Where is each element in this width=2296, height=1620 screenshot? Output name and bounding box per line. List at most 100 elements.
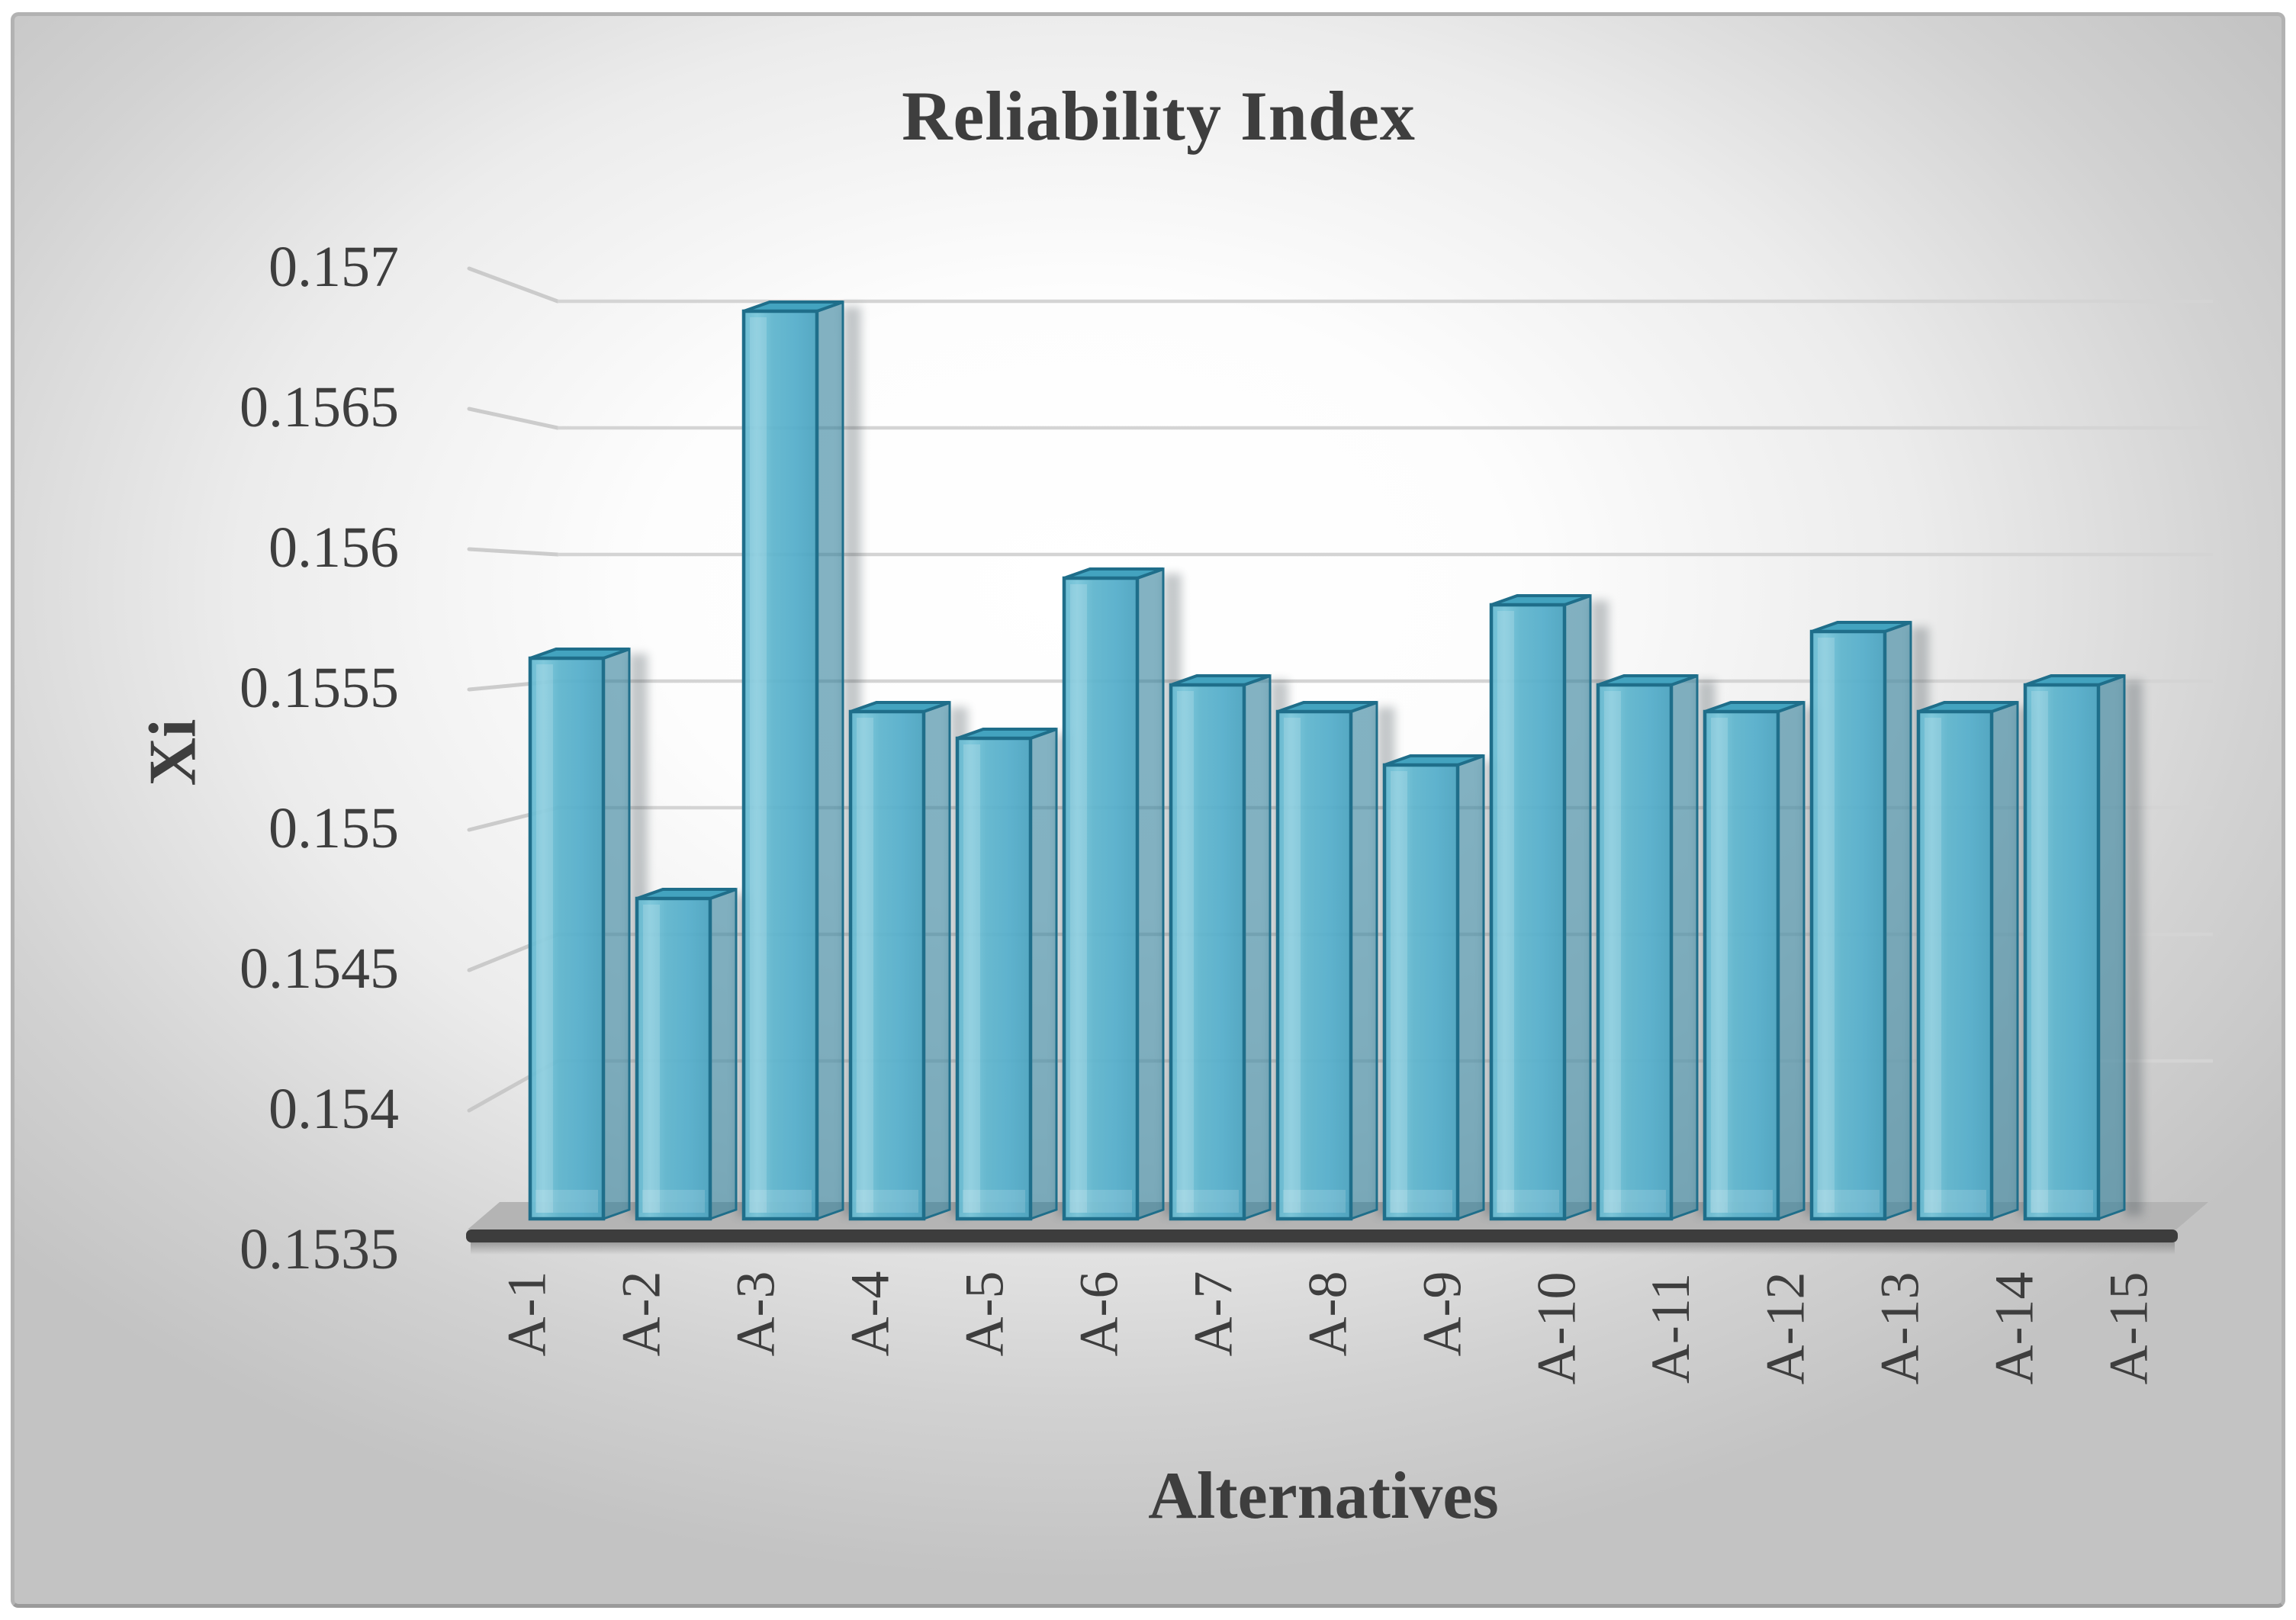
bar-highlight xyxy=(1070,584,1087,1213)
gridline-bend xyxy=(467,407,560,430)
bar-front-face xyxy=(1916,709,1994,1221)
bar-highlight xyxy=(1925,718,1941,1213)
x-category-label-text: A-2 xyxy=(610,1271,672,1356)
bar-bottom-bevel xyxy=(1176,1190,1239,1213)
bar-highlight xyxy=(1818,638,1835,1213)
bar-front-face xyxy=(635,896,712,1221)
bar-front-face xyxy=(2023,683,2101,1221)
bar-side-face xyxy=(1349,700,1378,1221)
x-category-label: A-4 xyxy=(832,1262,908,1364)
y-tick-label: 0.1565 xyxy=(240,375,399,439)
bar-front-face xyxy=(1062,576,1140,1221)
x-category-label-text: A-13 xyxy=(1869,1271,1931,1384)
bar-side-face xyxy=(1883,620,1912,1221)
x-category-label-text: A-12 xyxy=(1754,1271,1816,1384)
bar-side-face xyxy=(1777,700,1806,1221)
y-tick-label: 0.1535 xyxy=(240,1217,399,1281)
gridline-bend xyxy=(467,547,560,557)
y-tick-label: 0.157 xyxy=(269,235,399,299)
x-category-label: A-12 xyxy=(1748,1262,1824,1393)
bar-bottom-bevel xyxy=(749,1190,812,1213)
x-category-label: A-7 xyxy=(1175,1262,1252,1364)
bar-bottom-bevel xyxy=(856,1190,918,1213)
bar-front-face xyxy=(1809,629,1887,1221)
x-category-label: A-8 xyxy=(1290,1262,1366,1364)
bar-A-13 xyxy=(1809,620,1929,1221)
bar-side-face xyxy=(1563,593,1592,1221)
bar-bottom-bevel xyxy=(535,1190,598,1213)
x-category-label-text: A-5 xyxy=(953,1271,1015,1356)
bar-bottom-bevel xyxy=(1603,1190,1666,1213)
x-category-label: A-9 xyxy=(1404,1262,1481,1364)
bar-bottom-bevel xyxy=(2031,1190,2093,1213)
bar-A-5 xyxy=(955,727,1075,1221)
bar-A-10 xyxy=(1489,593,1609,1221)
bar-bottom-bevel xyxy=(1069,1190,1132,1213)
x-category-label-text: A-4 xyxy=(839,1271,901,1356)
bar-A-6 xyxy=(1062,567,1182,1221)
y-tick-label: 0.156 xyxy=(269,516,399,580)
x-category-label: A-1 xyxy=(489,1262,565,1364)
x-category-label-text: A-6 xyxy=(1068,1271,1130,1356)
bar-A-8 xyxy=(1275,700,1395,1221)
bar-highlight xyxy=(963,744,980,1213)
bar-A-3 xyxy=(741,300,861,1221)
bar-A-4 xyxy=(848,700,968,1221)
bar-highlight xyxy=(857,718,873,1213)
x-category-label: A-15 xyxy=(2091,1262,2167,1393)
y-tick-label: 0.1555 xyxy=(240,656,399,720)
bar-side-face xyxy=(922,700,951,1221)
bars-series xyxy=(528,300,2143,1221)
y-tick-label: 0.1545 xyxy=(240,937,399,1001)
chart-frame: Reliability Index Xi Alternatives 0.157 0… xyxy=(11,12,2285,1608)
x-category-label-text: A-10 xyxy=(1526,1271,1587,1384)
bar-highlight xyxy=(1391,771,1407,1213)
bar-highlight xyxy=(750,317,767,1213)
bar-side-face xyxy=(709,887,738,1221)
x-axis-title: Alternatives xyxy=(1148,1459,1499,1533)
bar-bottom-bevel xyxy=(1924,1190,1986,1213)
bar-highlight xyxy=(2031,691,2048,1213)
x-category-label-text: A-15 xyxy=(2098,1271,2159,1384)
bar-front-face xyxy=(1275,709,1353,1221)
bar-side-face xyxy=(1136,567,1165,1221)
bar-highlight xyxy=(1497,611,1514,1213)
bar-bottom-bevel xyxy=(1283,1190,1346,1213)
bar-side-face xyxy=(815,300,844,1221)
bar-front-face xyxy=(1489,603,1567,1221)
bar-bottom-bevel xyxy=(1390,1190,1452,1213)
bar-side-face xyxy=(1670,673,1699,1221)
y-tick-label: 0.154 xyxy=(269,1077,399,1141)
bar-A-7 xyxy=(1169,673,1288,1221)
x-category-label-text: A-14 xyxy=(1983,1271,2045,1384)
x-category-label-text: A-8 xyxy=(1297,1271,1359,1356)
x-category-label: A-10 xyxy=(1519,1262,1595,1393)
bar-side-face xyxy=(1990,700,2019,1221)
bar-bottom-bevel xyxy=(1497,1190,1559,1213)
gridline-bend xyxy=(467,266,560,304)
bar-bottom-bevel xyxy=(1710,1190,1773,1213)
bar-side-face xyxy=(2097,673,2126,1221)
x-category-label-text: A-11 xyxy=(1640,1272,1702,1384)
bar-A-14 xyxy=(1916,700,2036,1221)
bar-bottom-bevel xyxy=(963,1190,1025,1213)
bar-A-11 xyxy=(1596,673,1716,1221)
bar-front-face xyxy=(741,309,819,1221)
bar-A-9 xyxy=(1382,754,1502,1221)
plot-area xyxy=(466,266,2213,1255)
bar-highlight xyxy=(1177,691,1194,1213)
bar-A-15 xyxy=(2023,673,2143,1221)
bar-front-face xyxy=(1382,763,1460,1221)
x-category-label: A-6 xyxy=(1061,1262,1137,1364)
bar-highlight xyxy=(536,664,553,1213)
x-category-label-text: A-7 xyxy=(1182,1271,1244,1356)
chart-title: Reliability Index xyxy=(902,77,1416,155)
x-category-label: A-14 xyxy=(1976,1262,2053,1393)
bar-A-2 xyxy=(635,887,754,1221)
bar-front-face xyxy=(1169,683,1246,1221)
bar-front-face xyxy=(955,736,1033,1221)
floor-shadow xyxy=(471,1242,2175,1255)
bar-side-face xyxy=(1029,727,1058,1221)
bar-A-12 xyxy=(1703,700,1822,1221)
